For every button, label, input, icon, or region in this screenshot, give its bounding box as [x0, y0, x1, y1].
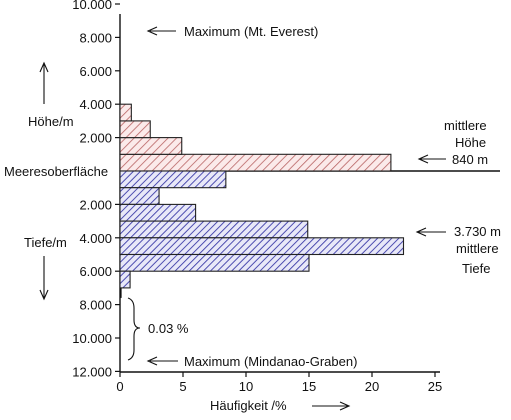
y-label-bottom: Tiefe/m: [24, 235, 67, 250]
x-tick-label: 20: [365, 379, 379, 394]
deep-share-annotation: 0.03 %: [127, 297, 189, 361]
bar-land: [119, 137, 183, 155]
bar-land: [119, 103, 132, 122]
x-tick-label: 5: [179, 379, 186, 394]
y-tick-label: 6.000: [79, 264, 112, 279]
everest-annotation: Maximum (Mt. Everest): [146, 24, 318, 39]
y-tick-label: 6.000: [79, 64, 112, 79]
y-tick-label: 4.000: [79, 97, 112, 112]
x-tick-label: 0: [116, 379, 123, 394]
x-ticks: 0 5 10 15 20 25: [116, 372, 442, 394]
y-tick-label: 8.000: [79, 298, 112, 313]
up-arrow-icon: [39, 61, 49, 104]
y-tick-label: 4.000: [79, 231, 112, 246]
x-tick-label: 15: [302, 379, 316, 394]
y-tick-label: 12.000: [72, 364, 112, 379]
mean-height-line1: mittlere: [444, 118, 487, 133]
y-tick-label: 10.000: [72, 331, 112, 346]
mean-depth-annotation: 3.730 m mittlere Tiefe: [415, 224, 501, 276]
y-tick-label: 10.000: [72, 0, 112, 12]
deep-share-label: 0.03 %: [148, 321, 189, 336]
x-tick-label: 25: [428, 379, 442, 394]
everest-label: Maximum (Mt. Everest): [184, 24, 318, 39]
sea-level-label: Meeresoberfläche: [4, 164, 108, 179]
bars: [119, 103, 405, 298]
mean-depth-line3: Tiefe: [462, 261, 490, 276]
bar-sea: [119, 220, 309, 239]
mindanao-annotation: Maximum (Mindanao-Graben): [146, 354, 357, 369]
mean-height-annotation: mittlere Höhe 840 m: [417, 118, 488, 167]
bar-sea: [119, 253, 310, 272]
mean-depth-line1: 3.730 m: [454, 224, 501, 239]
y-ticks-bottom: 2.000 4.000 6.000 8.000 10.000 12.000: [72, 197, 120, 379]
bar-land: [119, 120, 151, 139]
right-arrow-icon: [312, 401, 351, 411]
y-tick-label: 2.000: [79, 131, 112, 146]
bar-sea: [119, 187, 160, 205]
mean-depth-line2: mittlere: [456, 241, 499, 256]
y-tick-label: 8.000: [79, 30, 112, 45]
mean-height-line3: 840 m: [452, 152, 488, 167]
x-tick-label: 10: [239, 379, 253, 394]
bar-sea: [119, 270, 131, 289]
bar-land: [119, 153, 392, 172]
y-ticks-top: 10.000 8.000 6.000 4.000 2.000: [72, 0, 120, 146]
mindanao-label: Maximum (Mindanao-Graben): [184, 354, 357, 369]
y-tick-label: 2.000: [79, 197, 112, 212]
down-arrow-icon: [39, 256, 49, 301]
y-label-top: Höhe/m: [28, 114, 74, 129]
mean-height-line2: Höhe: [455, 135, 486, 150]
bar-sea: [119, 203, 197, 222]
brace-icon: [127, 297, 141, 361]
bar-sea: [119, 170, 227, 189]
bar-sea: [119, 237, 405, 256]
x-axis-label: Häufigkeit /%: [210, 398, 287, 413]
